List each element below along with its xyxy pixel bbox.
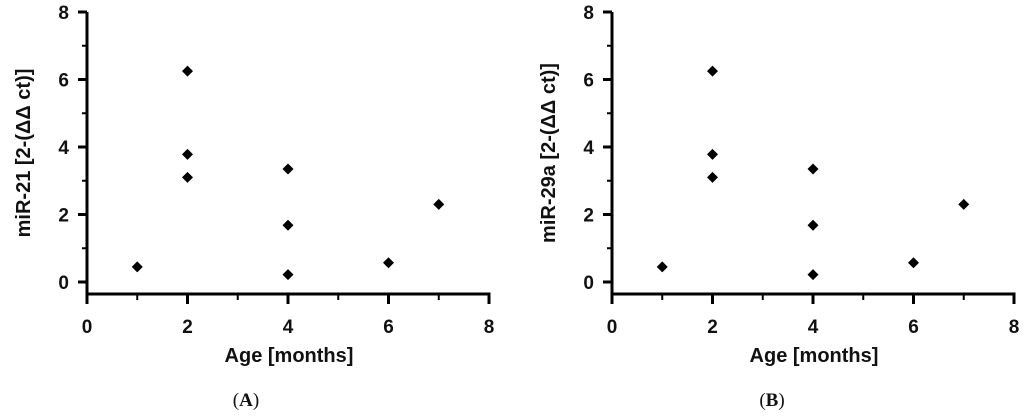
y-tick-label: 6 — [583, 71, 594, 92]
data-point — [807, 269, 819, 281]
data-point — [182, 148, 193, 160]
x-tick-label: 4 — [808, 317, 819, 338]
y-axis-title: miR-21 [2-(ΔΔ ct)] — [13, 69, 35, 238]
data-point — [807, 219, 819, 231]
data-point — [282, 163, 294, 175]
y-tick-label: 8 — [58, 3, 69, 24]
data-point — [383, 257, 394, 269]
data-point — [182, 65, 193, 77]
x-tick-label: 0 — [607, 317, 618, 338]
x-tick-label: 6 — [908, 317, 919, 338]
y-tick-label: 0 — [583, 273, 594, 294]
y-tick-label: 4 — [58, 138, 69, 159]
data-point — [131, 261, 143, 273]
x-tick-label: 8 — [1009, 317, 1020, 338]
x-tick-label: 8 — [484, 317, 495, 338]
panel-label: (B) — [759, 390, 784, 411]
y-tick-label: 8 — [583, 3, 594, 24]
x-tick-label: 4 — [283, 317, 294, 338]
y-tick-label: 2 — [58, 206, 69, 227]
x-axis-title: Age [months] — [750, 345, 879, 367]
chart-panel-a: 0 2 4 6 8 0 2 4 6 8 Age [months] miR-21 [2-(ΔΔ ct)]… — [13, 3, 494, 411]
y-tick-label: 2 — [583, 206, 594, 227]
x-tick-label: 6 — [383, 317, 394, 338]
data-point — [958, 198, 970, 210]
y-tick-label: 6 — [58, 71, 69, 92]
x-tick-label: 0 — [82, 317, 93, 338]
data-point — [807, 163, 819, 175]
panel-label: (A) — [233, 390, 259, 411]
data-point — [707, 171, 718, 183]
x-tick-label: 2 — [707, 317, 718, 338]
x-tick-label: 2 — [182, 317, 193, 338]
y-tick-label: 0 — [58, 273, 69, 294]
y-tick-label: 4 — [583, 138, 594, 159]
chart-panel-b: 0 2 4 6 8 0 2 4 6 8 Age [months] miR-29a [2-(ΔΔ ct)… — [538, 3, 1019, 411]
data-point — [282, 219, 294, 231]
x-axis-title: Age [months] — [225, 345, 354, 367]
data-point — [707, 65, 718, 77]
data-point — [182, 171, 193, 183]
data-point — [282, 269, 294, 281]
y-axis-title: miR-29a [2-(ΔΔ ct)] — [538, 63, 560, 243]
data-point — [707, 148, 718, 160]
data-point — [656, 261, 668, 273]
data-point — [908, 257, 919, 269]
data-point — [433, 198, 445, 210]
